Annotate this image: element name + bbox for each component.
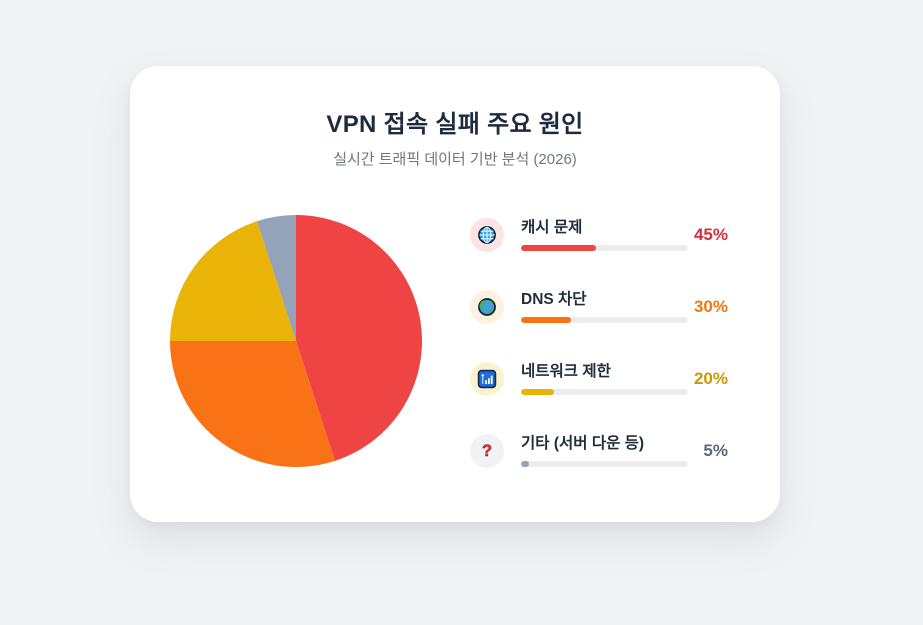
pie-chart — [170, 215, 422, 467]
pie-slice — [170, 341, 335, 467]
earth-globe-icon — [470, 290, 504, 324]
legend-item-body: 캐시 문제 — [521, 219, 688, 252]
chart-title: VPN 접속 실패 주요 원인 — [326, 111, 584, 138]
legend-item-body: 기타 (서버 다운 등) — [521, 435, 688, 468]
legend-item-body: 네트워크 제한 — [521, 363, 688, 396]
legend-label: 네트워크 제한 — [521, 362, 611, 380]
legend-item: ? 기타 (서버 다운 등) 5% — [470, 415, 728, 487]
legend: 캐시 문제 45% DNS 차단 30% 네트워크 제한 20% ? 기 — [470, 199, 728, 487]
legend-item: 캐시 문제 45% — [470, 199, 728, 271]
legend-bar-fill — [521, 389, 555, 396]
legend-label: DNS 차단 — [521, 290, 587, 308]
svg-text:?: ? — [482, 442, 492, 460]
signal-bars-icon — [470, 362, 504, 396]
chart-card: VPN 접속 실패 주요 원인 실시간 트래픽 데이터 기반 분석 (2026)… — [130, 66, 780, 522]
legend-bar-fill — [521, 245, 597, 252]
legend-percentage: 20% — [693, 369, 728, 388]
legend-percentage: 45% — [693, 225, 728, 244]
legend-bar-fill — [521, 461, 530, 468]
legend-label: 캐시 문제 — [521, 218, 583, 236]
legend-item: 네트워크 제한 20% — [470, 343, 728, 415]
legend-bar-track — [521, 389, 688, 396]
legend-percentage: 30% — [693, 297, 728, 316]
pie-slice — [170, 221, 296, 341]
pie-slice — [257, 215, 296, 341]
legend-bar-track — [521, 461, 688, 468]
legend-label: 기타 (서버 다운 등) — [521, 434, 645, 452]
legend-item: DNS 차단 30% — [470, 271, 728, 343]
globe-grid-icon — [470, 218, 504, 252]
legend-percentage: 5% — [703, 441, 728, 460]
legend-bar-track — [521, 245, 688, 252]
chart-subtitle: 실시간 트래픽 데이터 기반 분석 (2026) — [333, 151, 577, 168]
pie-slice — [296, 215, 422, 461]
question-mark-icon: ? — [470, 434, 504, 468]
legend-bar-track — [521, 317, 688, 324]
legend-item-body: DNS 차단 — [521, 291, 688, 324]
legend-bar-fill — [521, 317, 572, 324]
